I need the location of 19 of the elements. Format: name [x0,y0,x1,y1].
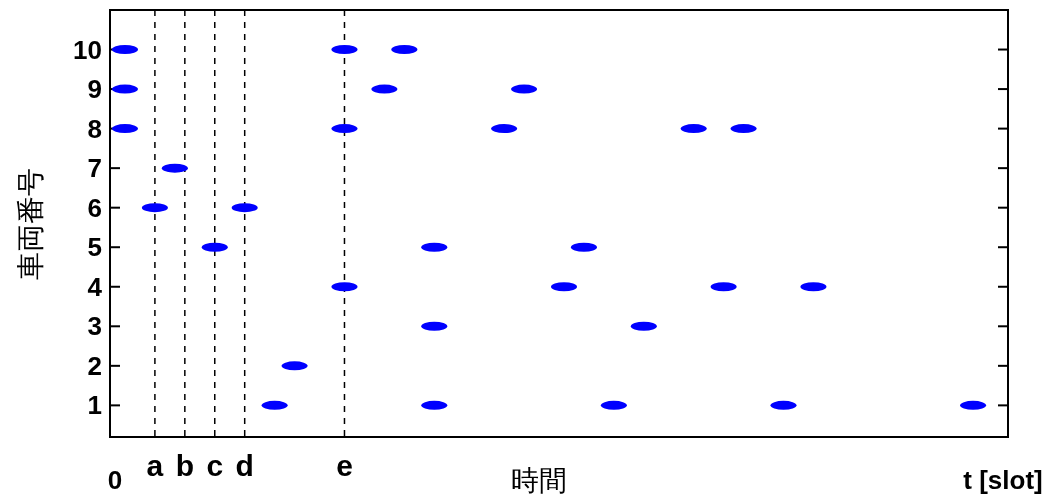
x-tick-label: c [206,449,224,482]
y-tick-label: 10 [73,34,102,65]
y-tick-label: 2 [87,350,102,381]
x-tick-label: b [175,449,194,482]
x-tick-label: d [235,449,254,482]
x-tick-label: e [336,449,353,482]
y-tick-label: 3 [87,311,102,342]
y-axis-title: 車両番号 [15,167,46,280]
y-tick-label: 5 [87,232,102,263]
x-tick-label: 0 [107,465,123,495]
x-axis-title: 時間 [511,465,567,496]
y-tick-label: 9 [87,74,102,105]
y-tick-label: 6 [87,192,102,223]
y-tick-label: 8 [87,113,102,144]
y-tick-label: 7 [87,153,102,184]
x-tick-label: t [slot] [963,465,1043,495]
y-tick-label: 4 [87,271,103,302]
y-tick-label: 1 [87,390,102,421]
x-tick-label: a [146,449,164,482]
